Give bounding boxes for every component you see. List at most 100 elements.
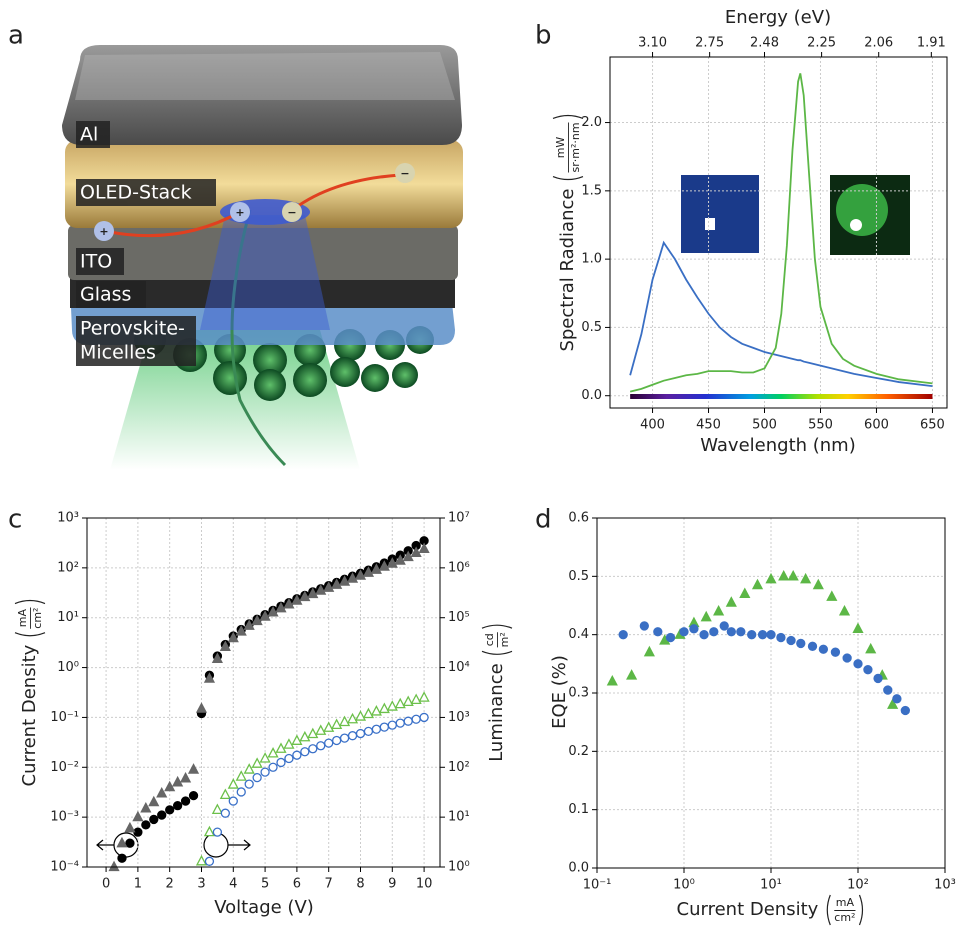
data-point: [396, 699, 405, 708]
data-point: [364, 727, 372, 735]
unit-denominator: m²: [498, 632, 511, 647]
y-tick-label: 1.0: [581, 252, 602, 267]
data-point: [157, 788, 166, 797]
y-tick-label: 10¹: [57, 610, 79, 625]
inset-photo: [681, 175, 759, 253]
y-tick-label: 0.3: [568, 686, 589, 701]
x-tick-label: 6: [293, 877, 301, 892]
layer-label: Al: [80, 124, 98, 146]
axis-label-content: EQE (%): [549, 655, 570, 729]
data-point: [710, 628, 718, 636]
figure: − + − + Al OLED-Stack ITO Glass Perovski…: [0, 0, 961, 927]
data-point: [324, 723, 333, 732]
data-point: [700, 631, 708, 639]
data-point: [412, 715, 420, 723]
y-tick-label: 1.5: [581, 183, 602, 198]
data-point: [300, 732, 309, 741]
unit-denominator: sr·m²·nm: [569, 122, 582, 172]
data-point: [608, 676, 617, 685]
x-tick-label: 9: [388, 877, 396, 892]
paren: [827, 895, 830, 925]
axis-label-content: Luminancecdm²: [482, 625, 512, 762]
x2-tick-label: 2.75: [695, 36, 724, 51]
data-point: [748, 631, 756, 639]
axis-label: Voltage (V): [214, 897, 314, 918]
data-point: [110, 862, 119, 871]
y-tick-label: 2.0: [581, 115, 602, 130]
data-point: [420, 713, 428, 721]
paren: [859, 895, 862, 925]
data-point: [874, 674, 882, 682]
y2-tick-label: 10⁶: [448, 560, 470, 575]
x2-tick-label: 2.06: [864, 36, 893, 51]
y-tick-label: 0.1: [568, 802, 589, 817]
data-point: [356, 712, 365, 721]
x-tick-label: 550: [808, 418, 833, 433]
panel-label: d: [535, 505, 552, 535]
data-point: [269, 763, 277, 771]
y-tick-label: 10³: [57, 511, 79, 526]
data-point: [213, 805, 222, 814]
data-point: [420, 693, 429, 702]
data-point: [333, 736, 341, 744]
data-point: [412, 695, 421, 704]
data-point: [404, 717, 412, 725]
data-point: [727, 628, 735, 636]
data-point: [308, 729, 317, 738]
x-tick-label: 10⁰: [673, 878, 695, 893]
data-point: [759, 631, 767, 639]
data-point: [126, 839, 134, 847]
x2-tick-label: 1.91: [917, 36, 946, 51]
paren: [553, 177, 583, 180]
data-point: [843, 654, 851, 662]
charge: +: [235, 206, 244, 219]
data-point: [789, 571, 798, 580]
data-point: [690, 625, 698, 633]
data-point: [150, 815, 158, 823]
data-point: [221, 809, 229, 817]
data-point: [349, 732, 357, 740]
data-point: [380, 723, 388, 731]
x-tick-label: 650: [920, 418, 945, 433]
unit-numerator: mA: [836, 896, 855, 909]
data-point: [332, 720, 341, 729]
data-point: [261, 768, 269, 776]
layer-label: ITO: [80, 251, 112, 273]
axis-label-content: Current DensitymAcm²: [677, 895, 863, 925]
axis-label: Luminancecdm²: [482, 625, 512, 762]
data-point: [181, 773, 190, 782]
x-tick-label: 10: [416, 877, 433, 892]
charge: +: [99, 225, 108, 238]
unit-numerator: mA: [16, 609, 29, 628]
data-point: [125, 823, 134, 832]
data-point: [372, 706, 381, 715]
data-point: [814, 580, 823, 589]
inset-photo: [836, 184, 888, 236]
axis-label-text: EQE (%): [549, 655, 570, 729]
y-tick-label: 10²: [57, 560, 79, 575]
data-point: [740, 589, 749, 598]
axis-label-text: Spectral Radiance: [557, 189, 578, 352]
data-point: [388, 721, 396, 729]
data-point: [277, 758, 285, 766]
data-point: [801, 574, 810, 583]
x-tick-label: 10³: [934, 878, 956, 893]
data-point: [767, 574, 776, 583]
data-point: [142, 821, 150, 829]
data-point: [117, 838, 126, 847]
y2-tick-label: 10⁵: [448, 610, 470, 625]
data-point: [737, 628, 745, 636]
data-point: [166, 806, 174, 814]
data-point: [702, 612, 711, 621]
data-point: [866, 644, 875, 653]
y2-tick-label: 10⁴: [448, 660, 470, 675]
data-point: [189, 765, 198, 774]
data-point: [205, 827, 214, 836]
data-point: [654, 628, 662, 636]
x-tick-label: 500: [752, 418, 777, 433]
panel-label: c: [8, 505, 22, 535]
y-tick-label: 10⁻³: [50, 810, 79, 825]
y-tick-label: 0.6: [568, 511, 589, 526]
